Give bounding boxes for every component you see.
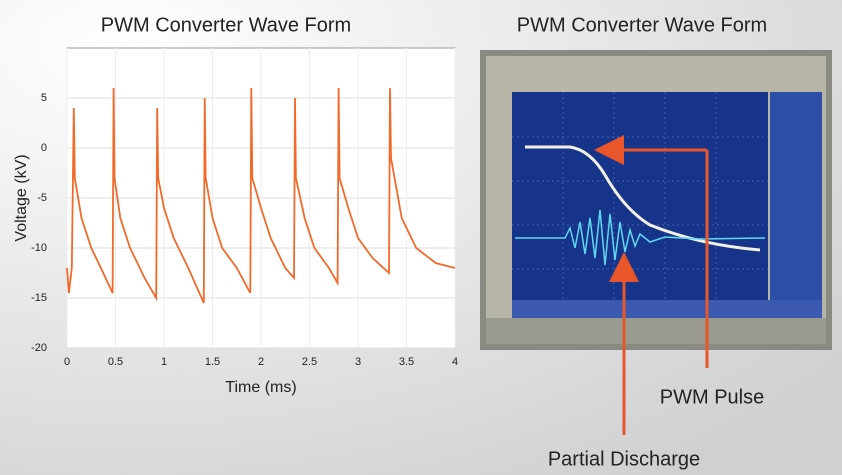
oscilloscope-photo — [480, 50, 832, 350]
annotation: PWM Pulse — [660, 386, 764, 408]
x-tick-label: 2 — [258, 356, 264, 368]
photo-title: PWM Converter Wave Form — [517, 14, 767, 36]
y-tick-label: -10 — [31, 242, 47, 254]
x-tick-label: 1 — [161, 356, 167, 368]
y-tick-label: 5 — [41, 92, 47, 104]
y-tick-label: -5 — [37, 192, 47, 204]
y-axis-label: Voltage (kV) — [13, 154, 30, 241]
x-tick-label: 3 — [355, 356, 361, 368]
x-tick-label: 0.5 — [108, 356, 123, 368]
y-tick-label: -15 — [31, 292, 47, 304]
chart-title: PWM Converter Wave Form — [101, 14, 351, 36]
y-tick-label: 0 — [41, 142, 47, 154]
x-tick-label: 0 — [64, 356, 70, 368]
x-axis-label: Time (ms) — [225, 379, 296, 396]
x-tick-label: 3.5 — [399, 356, 414, 368]
x-tick-label: 1.5 — [205, 356, 220, 368]
x-tick-label: 2.5 — [302, 356, 317, 368]
y-tick-label: -20 — [31, 342, 47, 354]
x-tick-label: 4 — [452, 356, 458, 368]
series-line — [66, 87, 456, 304]
annotation: Partial Discharge — [548, 448, 700, 470]
